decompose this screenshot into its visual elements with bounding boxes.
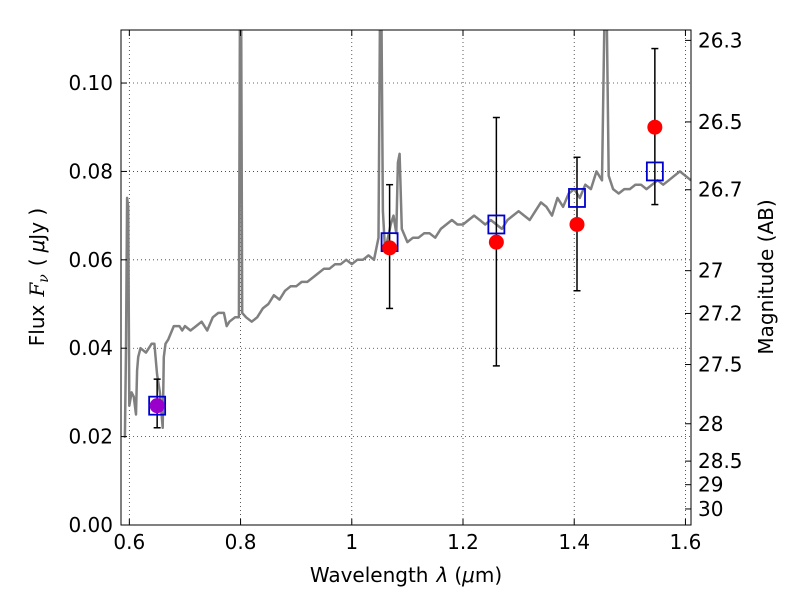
y-axis-label: Flux Fν ( μJy ) xyxy=(25,208,52,346)
magnitude-tick-label: 28 xyxy=(698,412,723,436)
observed-photometry-point xyxy=(488,234,504,250)
y-tick-label: 0.10 xyxy=(68,71,113,95)
magnitude-tick-label: 27 xyxy=(698,259,723,283)
x-tick-label: 1.4 xyxy=(558,530,590,554)
y-tick-label: 0.06 xyxy=(68,248,113,272)
magnitude-tick-label: 26.3 xyxy=(698,28,743,52)
model-photometry-square xyxy=(568,188,586,208)
x-tick-label: 1.6 xyxy=(670,530,702,554)
x-axis-ticks: 0.6 0.8 1 1.2 1.4 1.6 xyxy=(113,30,701,554)
y-axis-label-nu: ν xyxy=(36,274,52,283)
magnitude-tick-label: 26.7 xyxy=(698,178,743,202)
observed-photometry-point xyxy=(382,240,398,256)
x-tick-label: 0.8 xyxy=(225,530,257,554)
x-axis-label: Wavelength λ (μm) xyxy=(310,563,502,587)
spectrum-layer xyxy=(123,30,691,438)
magnitude-tick-label: 30 xyxy=(698,497,723,521)
x-axis-label-unit: m) xyxy=(475,563,502,587)
magnitude-tick-label: 26.5 xyxy=(698,110,743,134)
y-axis-label-mu: μ xyxy=(25,240,49,254)
y-tick-label: 0.08 xyxy=(68,159,113,183)
observed-photometry-point xyxy=(149,398,165,414)
magnitude-axis-label: Magnitude (AB) xyxy=(754,199,778,354)
magnitude-tick-label: 28.5 xyxy=(698,449,743,473)
y-tick-label: 0.04 xyxy=(68,336,113,360)
observed-photometry-point xyxy=(647,119,663,135)
model-photometry-square xyxy=(645,161,664,182)
y-tick-label: 0.00 xyxy=(68,513,113,537)
magnitude-tick-label: 27.5 xyxy=(698,353,743,377)
x-tick-label: 1.2 xyxy=(447,530,479,554)
x-axis-label-open: ( xyxy=(454,563,462,587)
x-tick-label: 1 xyxy=(345,530,358,554)
plot-frame xyxy=(120,29,692,526)
model-photometry-square xyxy=(487,214,506,235)
y-axis-label-F: F xyxy=(25,282,49,298)
magnitude-tick-label: 29 xyxy=(698,473,723,497)
magnitude-tick-label: 27.2 xyxy=(698,301,743,325)
grid xyxy=(121,30,691,526)
y-axis-label-text: Flux xyxy=(25,304,49,346)
x-axis-label-text: Wavelength xyxy=(310,563,429,587)
y-axis-ticks: 0.00 0.02 0.04 0.06 0.08 0.10 xyxy=(68,71,127,537)
y-axis-label-open: ( xyxy=(25,258,49,266)
x-axis-label-mu: μ xyxy=(461,563,475,587)
observed-photometry-point xyxy=(569,216,585,232)
y-tick-label: 0.02 xyxy=(68,425,113,449)
x-tick-label: 0.6 xyxy=(113,530,145,554)
model-photometry-square xyxy=(148,395,167,416)
spectrum-line xyxy=(123,30,691,438)
y-axis-label-unit: Jy ) xyxy=(25,208,49,242)
x-axis-label-lambda: λ xyxy=(435,563,448,587)
marker-layer xyxy=(148,47,664,429)
